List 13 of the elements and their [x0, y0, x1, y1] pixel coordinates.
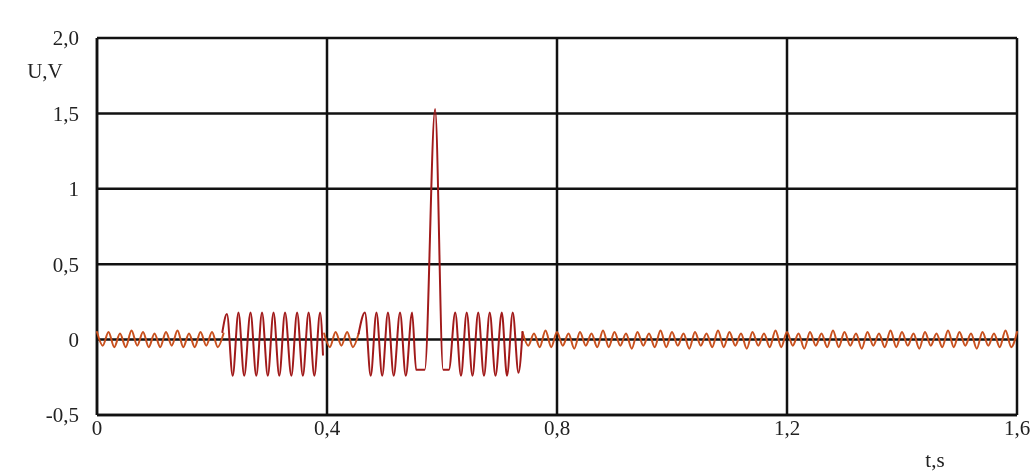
y-axis-title: U,V: [27, 59, 63, 83]
y-tick-label: 0: [68, 327, 79, 352]
y-tick-label: 1,5: [52, 101, 79, 126]
x-axis-title: t,s: [925, 448, 945, 471]
y-tick-label: 1: [68, 177, 79, 202]
y-tick-label: 0,5: [52, 252, 79, 277]
x-tick-label: 0: [91, 416, 103, 440]
y-tick-label: -0,5: [45, 403, 79, 428]
x-tick-label: 1,2: [773, 416, 801, 440]
x-tick-label: 0,8: [543, 416, 571, 440]
y-tick-label: 2,0: [52, 26, 79, 51]
x-tick-label: 1,6: [1003, 416, 1031, 440]
x-tick-label: 0,4: [313, 416, 341, 440]
